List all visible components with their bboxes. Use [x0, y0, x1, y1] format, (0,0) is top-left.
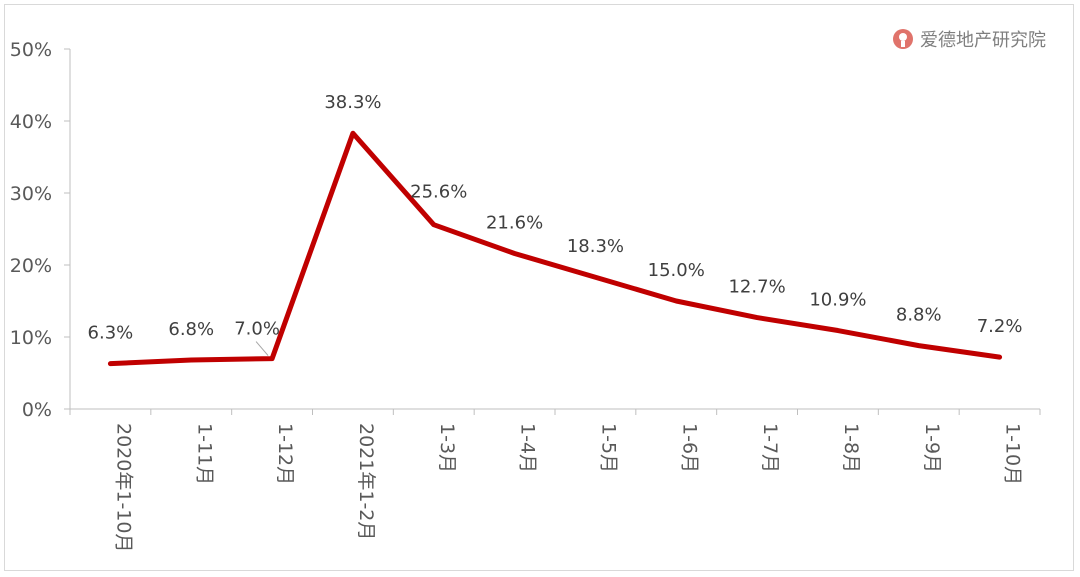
x-tick-group: 2020年1-10月 [112, 423, 134, 552]
data-label: 25.6% [410, 182, 467, 203]
data-label: 21.6% [486, 212, 543, 233]
series-line [107, 130, 1003, 367]
x-tick-group: 1-5月 [597, 423, 619, 473]
x-tick-group: 1-12月 [274, 423, 296, 485]
x-tick-group: 1-9月 [921, 423, 943, 473]
y-tick-label: 10% [10, 327, 52, 349]
x-tick-label: 1-11月 [193, 423, 215, 485]
x-tick-group: 1-3月 [436, 423, 458, 473]
x-tick-label: 1-10月 [1002, 423, 1024, 485]
data-label: 18.3% [567, 236, 624, 257]
x-axis: 2020年1-10月 1-11月 1-12月 2021年1-2月 1-3月 1-4月 1-5… [69, 408, 1041, 552]
x-tick-group: 1-10月 [1002, 423, 1024, 485]
data-label: 8.8% [896, 305, 942, 326]
y-tick-label: 0% [22, 399, 52, 421]
data-label: 12.7% [728, 277, 785, 298]
data-label: 7.2% [977, 316, 1023, 337]
x-tick-label: 1-7月 [759, 423, 781, 473]
data-label: 7.0% [234, 319, 280, 340]
aide-logo-icon [893, 29, 913, 49]
data-label: 15.0% [648, 260, 705, 281]
x-tick-group: 1-11月 [193, 423, 215, 485]
x-tick-label: 1-8月 [840, 423, 862, 473]
chart-frame [4, 4, 1074, 571]
series-layer [107, 130, 1003, 367]
data-label-leader [255, 341, 269, 356]
x-tick-label: 1-5月 [597, 423, 619, 473]
x-tick-label: 1-12月 [274, 423, 296, 485]
y-axis: 0% 10% 20% 30% 40% 50% [10, 39, 71, 421]
x-tick-label: 1-3月 [436, 423, 458, 473]
data-label: 6.8% [168, 319, 214, 340]
x-tick-label: 1-6月 [678, 423, 700, 473]
x-tick-group: 1-7月 [759, 423, 781, 473]
x-tick-label: 1-4月 [517, 423, 539, 473]
y-tick-label: 40% [10, 111, 52, 133]
x-tick-label: 1-9月 [921, 423, 943, 473]
data-label: 6.3% [88, 323, 134, 344]
x-tick-label: 2021年1-2月 [355, 423, 377, 540]
y-tick-label: 20% [10, 255, 52, 277]
watermark-text: 爱德地产研究院 [920, 30, 1046, 51]
y-tick-label: 30% [10, 183, 52, 205]
y-tick-label: 50% [10, 39, 52, 61]
x-tick-group: 2021年1-2月 [355, 423, 377, 540]
data-labels: 6.3% 6.8% 7.0% 38.3% 25.6% 21.6% 18.3% 15.0% 12.… [88, 92, 1023, 356]
x-tick-group: 1-4月 [517, 423, 539, 473]
data-label: 10.9% [809, 290, 866, 311]
data-label: 38.3% [324, 92, 381, 113]
watermark: 爱德地产研究院 [892, 26, 1046, 52]
x-tick-group: 1-8月 [840, 423, 862, 473]
x-tick-group: 1-6月 [678, 423, 700, 473]
x-tick-label: 2020年1-10月 [112, 423, 134, 552]
